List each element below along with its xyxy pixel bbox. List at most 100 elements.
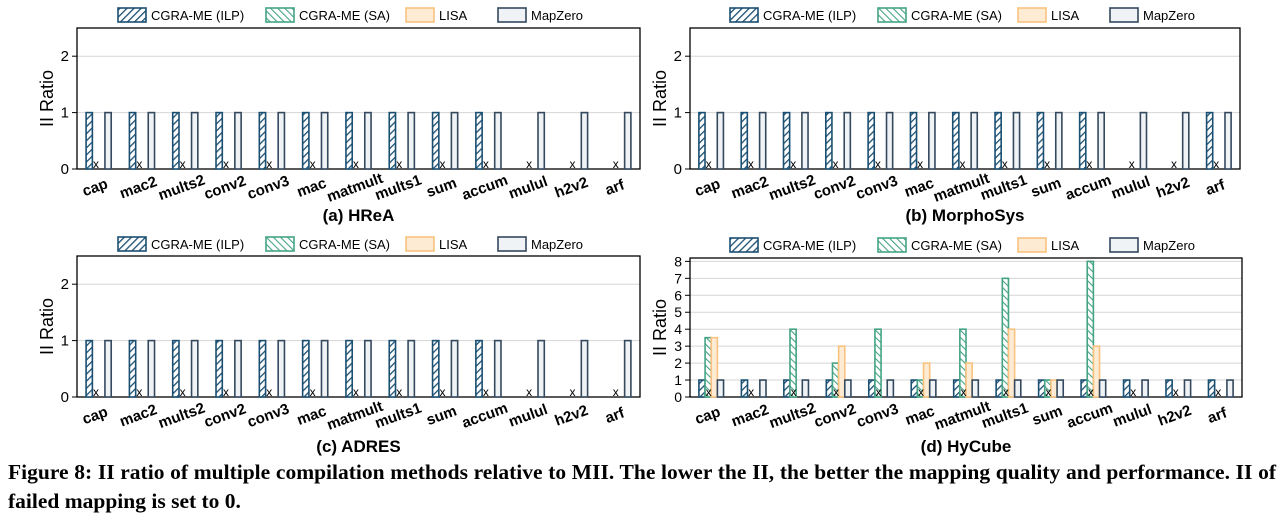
x-tick-label: cap [693,403,723,428]
bar-3-mults2 [190,111,199,170]
legend: CGRA-ME (ILP) CGRA-ME (SA) LISA MapZero [117,236,583,252]
bar-3-matmult [970,111,979,170]
failed-marker: x [526,157,532,171]
failed-marker: x [613,385,619,399]
failed-marker: x [918,385,924,399]
legend-swatch-0 [729,237,759,253]
bar-0-mac [909,111,918,170]
panel-title: (d) HyCube [921,437,1012,456]
x-tick-label: h2v2 [553,174,591,202]
failed-marker: x [1086,157,1092,171]
bar-0-mac [301,111,310,170]
bar-0-conv3 [258,111,267,170]
bar-0-mults1 [995,379,1004,398]
panel-title: (b) MorphoSys [906,206,1025,225]
failed-marker: x [526,385,532,399]
bar-3-mults1 [407,339,416,398]
failed-marker: x [310,385,316,399]
figure-caption: Figure 8: II ratio of multiple compilati… [8,458,1276,516]
failed-marker: x [569,385,575,399]
y-tick-label: 1 [674,105,682,122]
y-tick-label: 8 [674,253,682,269]
bar-0-sum [1037,379,1046,398]
failed-marker: x [1129,157,1135,171]
bar-3-accum [1097,111,1105,170]
failed-marker: x [1173,385,1179,399]
x-tick-label: accum [1063,172,1113,204]
x-tick-label: mac [295,175,329,201]
bar-3-arf [1226,379,1234,398]
failed-marker: x [1130,385,1136,399]
bar-3-arf [1224,111,1232,170]
legend-swatch-2 [1017,237,1047,253]
x-tick-label: sum [424,175,459,202]
bar-1-mults2 [789,328,797,398]
bar-3-arf [623,339,632,398]
bar-3-mac2 [759,379,767,398]
failed-marker: x [1213,157,1219,171]
y-tick-label: 2 [674,48,682,65]
bar-3-matmult [363,111,372,170]
bar-0-h2v2 [1165,379,1173,398]
bar-3-mulul [537,339,546,398]
bar-0-matmult [345,339,354,398]
bar-3-arf [623,111,632,170]
legend-label-0: CGRA-ME (ILP) [151,8,244,23]
bar-0-mults2 [171,111,180,170]
y-tick-label: 6 [674,287,682,303]
bar-0-mults2 [783,379,791,398]
bar-0-matmult [951,111,960,170]
bar-3-conv2 [843,379,852,398]
bar-0-cap [85,111,94,170]
y-axis-label: II Ratio [650,299,670,356]
x-tick-label: conv2 [812,400,859,431]
bar-3-h2v2 [580,339,589,398]
x-tick-label: accum [460,400,510,432]
bar-0-mac2 [740,111,749,170]
failed-marker: x [93,157,99,171]
bar-1-conv3 [874,328,882,398]
bar-3-mults2 [801,111,809,170]
bar-2-conv2 [837,345,846,398]
y-tick-label: 4 [674,321,682,337]
failed-marker: x [266,157,272,171]
bar-3-conv2 [234,339,242,398]
x-tick-label: h2v2 [1154,174,1192,202]
legend-label-1: CGRA-ME (SA) [299,8,390,23]
bar-3-conv3 [886,379,895,398]
bar-3-cap [716,379,725,398]
x-tick-label: mac2 [729,173,771,202]
bar-0-arf [1207,379,1216,398]
legend-label-0: CGRA-ME (ILP) [763,238,856,253]
failed-marker: x [396,157,402,171]
failed-marker: x [266,385,272,399]
x-tick-label: mac [902,175,936,201]
x-tick-label: mulul [1109,173,1152,203]
failed-marker: x [1045,385,1051,399]
failed-marker: x [613,157,619,171]
x-tick-label: cap [693,175,723,200]
bar-0-sum [1036,111,1045,170]
failed-marker: x [959,157,965,171]
failed-marker: x [790,157,796,171]
bar-2-mults1 [1007,328,1016,398]
failed-marker: x [833,385,839,399]
bar-0-accum [1080,379,1089,398]
x-tick-label: conv3 [854,172,901,203]
bar-3-mac2 [147,339,156,398]
bar-3-sum [1054,111,1063,170]
bar-0-cap [85,339,94,398]
bar-0-conv2 [215,339,224,398]
legend-swatch-1 [265,236,295,252]
x-tick-label: h2v2 [1156,402,1194,430]
x-tick-label: arf [603,176,628,199]
x-tick-label: mulul [506,173,549,203]
bar-3-accum [493,111,502,170]
y-tick-label: 2 [61,276,69,293]
bar-0-mults1 [994,111,1002,170]
bar-0-sum [431,339,440,398]
bar-3-h2v2 [1183,379,1192,398]
bar-2-mac [922,362,931,398]
failed-marker: x [223,157,229,171]
